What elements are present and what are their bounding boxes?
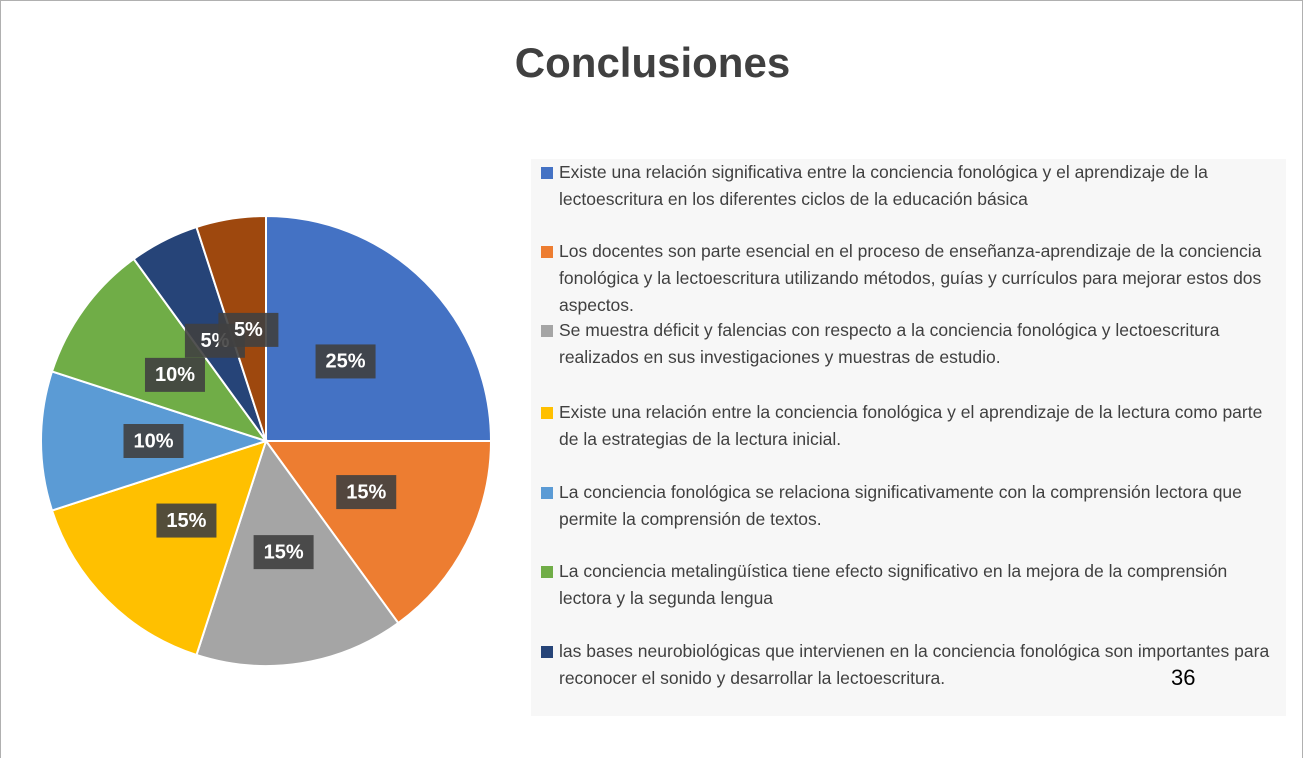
legend-swatch: [541, 325, 553, 337]
legend-entry: Los docentes son parte esencial en el pr…: [539, 238, 1284, 319]
data-label-bg: [156, 503, 217, 538]
data-label: 10%: [155, 364, 195, 386]
data-label: 25%: [326, 351, 366, 373]
pie-slice: [50, 439, 268, 657]
data-label: 15%: [166, 510, 206, 532]
data-label-bg: [315, 344, 376, 379]
data-label: 10%: [133, 430, 173, 452]
data-label-group: 5%: [218, 312, 279, 347]
data-label-group: 10%: [144, 357, 205, 392]
legend: Existe una relación significativa entre …: [531, 159, 1286, 716]
legend-label: La conciencia metalingüística tiene efec…: [559, 561, 1228, 608]
legend-entry: las bases neurobiológicas que interviene…: [539, 638, 1284, 692]
legend-entry: Existe una relación entre la conciencia …: [539, 399, 1284, 453]
data-label-bg: [144, 357, 205, 392]
chart-title: Conclusiones: [514, 39, 791, 86]
legend-swatch: [541, 246, 553, 258]
pie-chart: 25%15%15%15%10%10%5% 5%: [40, 214, 493, 667]
legend-label: Existe una relación significativa entre …: [559, 162, 1208, 209]
legend-entry: Se muestra déficit y falencias con respe…: [539, 317, 1284, 371]
pie-slice: [50, 257, 269, 443]
data-label-group: 10%: [123, 424, 184, 458]
data-label-group: 25%: [315, 344, 376, 379]
data-label: 15%: [264, 541, 304, 563]
pie-slice: [264, 440, 493, 625]
data-label: 5%: [234, 319, 263, 341]
legend-entry: La conciencia metalingüística tiene efec…: [539, 558, 1284, 612]
pie-slice: [265, 214, 493, 442]
data-label-bg: [336, 475, 397, 510]
legend-label: las bases neurobiológicas que interviene…: [559, 641, 1270, 688]
legend-label: Se muestra déficit y falencias con respe…: [559, 320, 1220, 367]
legend-swatch: [541, 407, 553, 419]
data-label-bg: [123, 424, 184, 458]
legend-label: Existe una relación entre la conciencia …: [559, 402, 1263, 449]
legend-label: Los docentes son parte esencial en el pr…: [559, 241, 1262, 315]
legend-swatch: [541, 566, 553, 578]
legend-swatch: [541, 646, 553, 658]
page-number: 36: [1171, 665, 1196, 690]
data-label-group: 15%: [336, 475, 397, 510]
data-label-bg: [253, 535, 314, 570]
legend-label: La conciencia fonológica se relaciona si…: [559, 482, 1242, 529]
legend-entry: La conciencia fonológica se relaciona si…: [539, 479, 1284, 533]
legend-swatch: [541, 487, 553, 499]
data-label-group: 15%: [253, 535, 314, 570]
legend-entry: Existe una relación significativa entre …: [539, 159, 1284, 213]
data-label-group: 15%: [156, 503, 217, 538]
data-label-bg: [218, 312, 279, 347]
data-label: 15%: [346, 481, 386, 503]
legend-swatch: [541, 167, 553, 179]
